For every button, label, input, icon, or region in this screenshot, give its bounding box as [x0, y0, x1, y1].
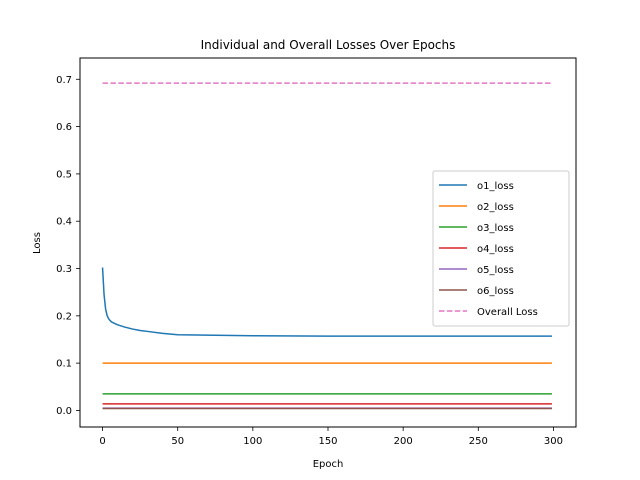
x-tick-label-1: 50: [171, 436, 184, 447]
y-axis-label: Loss: [32, 232, 43, 254]
legend-label-4: o5_loss: [477, 265, 514, 276]
y-axis-ticks: 0.0 0.1 0.2 0.3 0.4 0.5 0.6 0.7: [56, 75, 80, 417]
series-line-0: [101, 267, 552, 337]
y-tick-label-7: 0.7: [56, 75, 72, 86]
x-axis-ticks: 0 50 100 150 200 250 300: [99, 427, 563, 447]
y-tick-label-3: 0.3: [56, 264, 72, 275]
x-axis-label: Epoch: [313, 459, 344, 470]
y-tick-label-4: 0.4: [56, 217, 72, 228]
y-tick-label-2: 0.2: [56, 311, 72, 322]
x-tick-label-2: 100: [243, 436, 262, 447]
legend-label-1: o2_loss: [477, 202, 514, 213]
x-tick-label-0: 0: [99, 436, 105, 447]
y-tick-label-0: 0.0: [56, 406, 72, 417]
plot-lines: [101, 82, 552, 410]
legend-label-3: o4_loss: [477, 244, 514, 255]
x-tick-label-6: 300: [544, 436, 563, 447]
x-tick-label-5: 250: [469, 436, 488, 447]
legend-label-0: o1_loss: [477, 181, 514, 192]
x-tick-label-3: 150: [318, 436, 337, 447]
legend: o1_loss o2_loss o3_loss o4_loss o5_loss o6_lo…: [432, 170, 570, 327]
legend-label-2: o3_loss: [477, 223, 514, 234]
legend-label-6: Overall Loss: [477, 307, 538, 318]
chart-title: Individual and Overall Losses Over Epoch…: [201, 38, 456, 52]
y-tick-label-5: 0.5: [56, 169, 72, 180]
legend-label-5: o6_loss: [477, 286, 514, 297]
y-tick-label-1: 0.1: [56, 359, 72, 370]
x-tick-label-4: 200: [394, 436, 413, 447]
y-tick-label-6: 0.6: [56, 122, 72, 133]
legend-box: [432, 170, 570, 327]
